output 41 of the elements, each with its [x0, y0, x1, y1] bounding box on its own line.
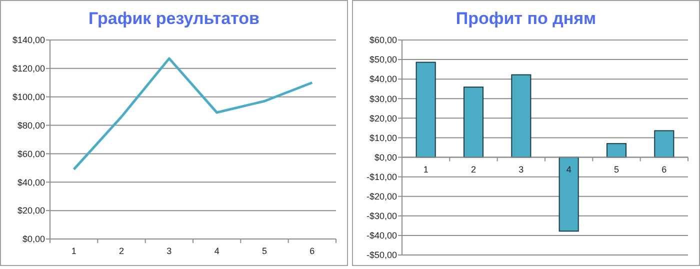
x-tick-label: 4: [214, 246, 220, 256]
y-tick-label: $40,00: [17, 177, 45, 188]
y-tick-label: $50,00: [369, 54, 397, 65]
bar: [558, 156, 579, 232]
y-tick-label: $0,00: [374, 152, 397, 162]
y-tick-label: -$50,00: [366, 250, 397, 260]
bar: [654, 130, 674, 158]
y-tick-label: $10,00: [369, 132, 397, 143]
chart-title: График результатов: [88, 9, 260, 28]
line-series: [72, 57, 314, 171]
x-tick-label: 1: [71, 246, 76, 256]
x-tick-label: 6: [662, 164, 667, 174]
y-tick-label: $120,00: [12, 64, 45, 74]
x-tick-label: 3: [518, 164, 524, 174]
chart-title: Профит по дням: [456, 9, 596, 28]
bar: [463, 86, 484, 158]
x-tick-label: 1: [423, 164, 428, 174]
x-tick-label: 3: [166, 246, 172, 256]
x-tick-label: 6: [310, 246, 315, 256]
x-tick-label: 2: [118, 246, 124, 256]
y-tick-label: -$10,00: [366, 172, 397, 182]
x-tick-label: 2: [470, 164, 476, 174]
y-tick-label: $0,00: [22, 234, 45, 244]
bar: [416, 62, 436, 158]
x-tick-label: 5: [262, 246, 268, 256]
bar: [606, 143, 627, 158]
y-tick-label: $140,00: [12, 35, 45, 46]
y-tick-label: -$20,00: [366, 192, 397, 202]
y-tick-label: $20,00: [17, 206, 45, 216]
x-tick-label: 5: [614, 164, 620, 174]
y-tick-label: $40,00: [369, 74, 397, 84]
x-tick-label: 4: [566, 164, 572, 174]
bar: [511, 74, 532, 158]
y-tick-label: $20,00: [369, 113, 397, 124]
y-tick-label: $60,00: [369, 35, 397, 46]
y-tick-label: $80,00: [17, 120, 45, 130]
y-tick-label: $100,00: [12, 92, 45, 102]
y-tick-label: -$40,00: [366, 230, 397, 241]
y-tick-label: $30,00: [369, 94, 397, 104]
y-tick-label: $60,00: [17, 148, 45, 159]
y-tick-label: -$30,00: [366, 211, 397, 222]
